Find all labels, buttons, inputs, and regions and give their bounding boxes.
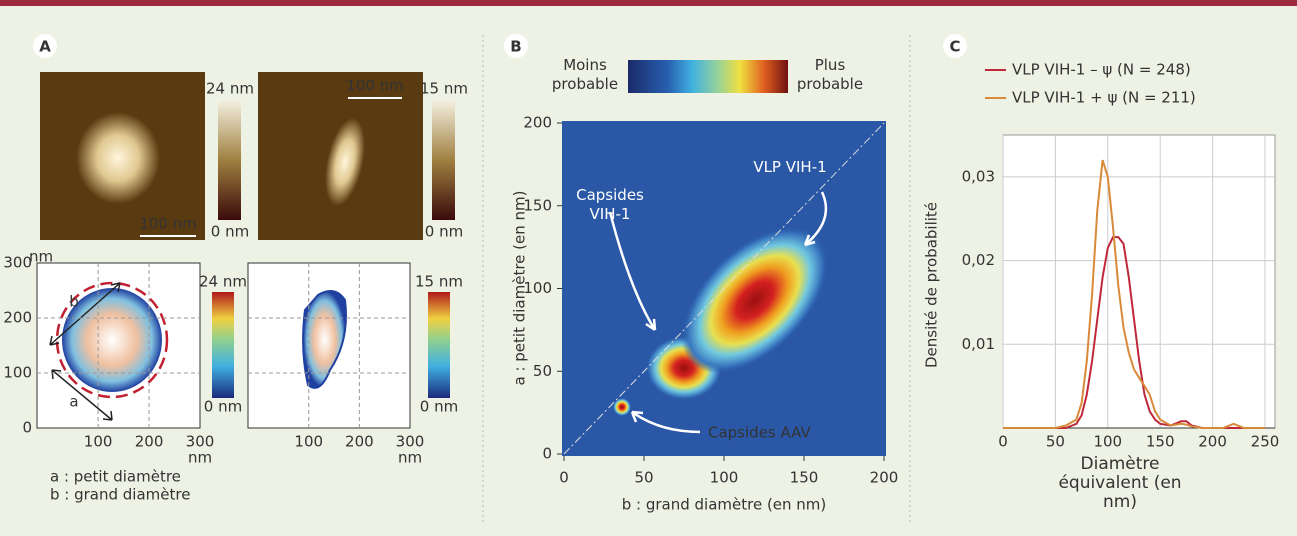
y-tick-label: 200 bbox=[3, 309, 32, 327]
data-line bbox=[1003, 159, 1265, 429]
scale-bar-label: 100 nm bbox=[139, 215, 197, 233]
y-tick-label: 0,03 bbox=[962, 167, 995, 185]
colorbar-max: 24 nm bbox=[206, 80, 254, 98]
arrow-label: a bbox=[69, 393, 78, 411]
y-tick-label: 0 bbox=[542, 445, 552, 463]
colorbar bbox=[428, 292, 450, 398]
colorbar-min: 0 nm bbox=[420, 398, 458, 416]
scale-bar-label: 100 nm bbox=[346, 77, 404, 95]
heat-spot bbox=[681, 226, 829, 374]
y-tick-label: 200 bbox=[523, 114, 552, 132]
y-tick-label: 100 bbox=[523, 279, 552, 297]
y-tick-label: 300 bbox=[3, 254, 32, 272]
arrow bbox=[803, 191, 828, 247]
y-tick-label: 0 bbox=[22, 419, 32, 437]
x-tick-label: 100 bbox=[294, 433, 323, 451]
x-tick-label: 250 bbox=[1251, 433, 1280, 451]
y-tick-label: 0,02 bbox=[962, 251, 995, 269]
x-axis-title: b : grand diamètre (en nm) bbox=[622, 496, 827, 514]
y-tick-label: 150 bbox=[523, 196, 552, 214]
arrow bbox=[630, 410, 701, 434]
panel-label: C bbox=[949, 38, 960, 56]
x-tick-label: 150 bbox=[790, 469, 819, 487]
legend-text: a : petit diamètre bbox=[50, 468, 181, 486]
x-tick-label: 100 bbox=[1093, 433, 1122, 451]
x-tick-label: 0 bbox=[998, 433, 1008, 451]
colorbar-min: 0 nm bbox=[211, 223, 249, 241]
x-tick-label: 150 bbox=[1146, 433, 1175, 451]
x-tick-label: 200 bbox=[135, 433, 164, 451]
colorbar-max: 15 nm bbox=[415, 273, 463, 291]
x-tick-label: 50 bbox=[1046, 433, 1065, 451]
x-tick-label: 200 bbox=[870, 469, 899, 487]
x-axis-title: Diamètre équivalent (en nm) bbox=[1058, 454, 1182, 512]
arrow bbox=[608, 211, 657, 332]
annotation: Capsides AAV bbox=[708, 424, 811, 442]
legend-text: VLP VIH-1 + ψ (N = 211) bbox=[1012, 89, 1196, 107]
panel-badge bbox=[504, 34, 528, 58]
legend-text: b : grand diamètre bbox=[50, 486, 190, 504]
x-tick-label: 300 bbox=[396, 433, 425, 451]
colorbar-max: 15 nm bbox=[420, 80, 468, 98]
contour bbox=[62, 288, 162, 392]
panel-badge bbox=[33, 34, 57, 58]
fit-ellipse bbox=[55, 281, 169, 399]
colorbar-min: 0 nm bbox=[425, 223, 463, 241]
contour bbox=[302, 290, 347, 389]
colorbar-max: 24 nm bbox=[199, 273, 247, 291]
y-axis-title: a : petit diamètre (en nm) bbox=[511, 191, 529, 386]
diagonal bbox=[563, 122, 885, 455]
colorbar bbox=[212, 292, 234, 398]
x-tick-label: 200 bbox=[345, 433, 374, 451]
x-tick-label: 100 bbox=[84, 433, 113, 451]
arrow-a bbox=[51, 369, 113, 421]
colorbar bbox=[218, 100, 241, 220]
x-tick-label: 50 bbox=[634, 469, 653, 487]
colorbar bbox=[432, 100, 455, 220]
plot-area bbox=[1002, 134, 1276, 429]
annotation: VLP VIH-1 bbox=[753, 158, 827, 176]
annotation: Capsides VIH-1 bbox=[576, 186, 644, 223]
panel-badge bbox=[943, 34, 967, 58]
y-tick-label: 0,01 bbox=[962, 335, 995, 353]
panel-label: A bbox=[39, 38, 51, 56]
afm-particle bbox=[76, 112, 160, 204]
y-axis-title: Densité de probabilité bbox=[923, 202, 941, 368]
panel-label: B bbox=[510, 38, 521, 56]
afm-particle bbox=[325, 117, 365, 207]
colorbar-high-label: Plus probable bbox=[796, 56, 864, 93]
x-unit: nm bbox=[188, 449, 212, 467]
x-tick-label: 200 bbox=[1198, 433, 1227, 451]
colorbar-min: 0 nm bbox=[204, 398, 242, 416]
top-bar bbox=[0, 0, 1297, 6]
x-tick-label: 100 bbox=[710, 469, 739, 487]
y-tick-label: 50 bbox=[533, 362, 552, 380]
colorbar-low-label: Moins probable bbox=[551, 56, 619, 93]
x-tick-label: 0 bbox=[559, 469, 569, 487]
heat-spot bbox=[613, 398, 631, 416]
legend-text: VLP VIH-1 – ψ (N = 248) bbox=[1012, 61, 1191, 79]
x-tick-label: 300 bbox=[186, 433, 215, 451]
arrow-label: b bbox=[69, 293, 79, 311]
y-unit: nm bbox=[29, 248, 53, 266]
colorbar bbox=[628, 60, 788, 93]
x-unit: nm bbox=[398, 449, 422, 467]
y-tick-label: 100 bbox=[3, 364, 32, 382]
arrow-b bbox=[49, 282, 121, 346]
